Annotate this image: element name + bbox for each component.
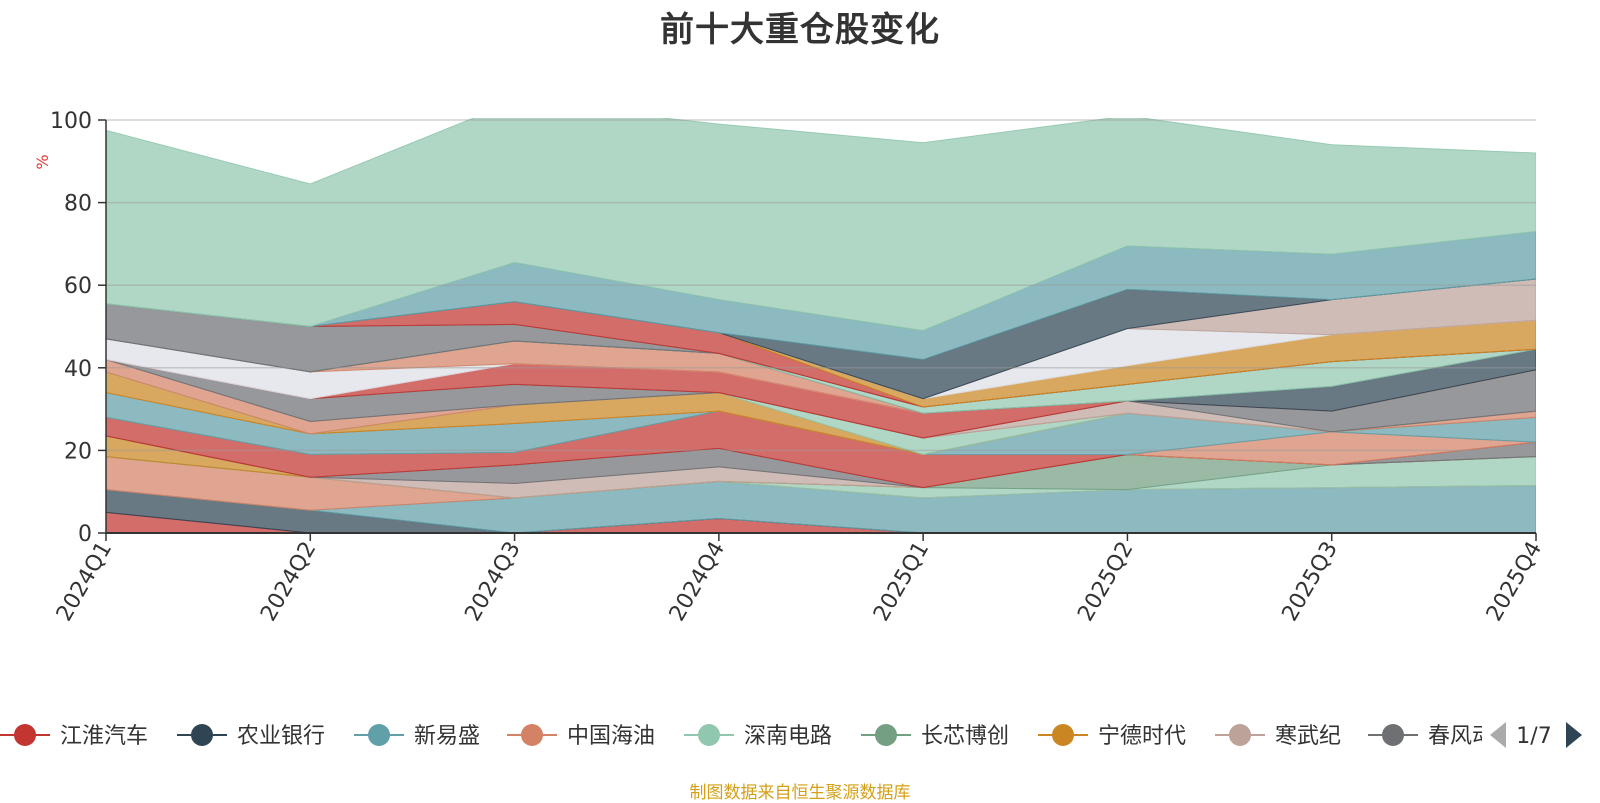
legend-label: 深南电路	[744, 724, 832, 749]
area-layers	[106, 118, 1536, 532]
x-tick-label: 2025Q3	[1278, 538, 1343, 626]
source-note: 制图数据来自恒生聚源数据库	[689, 783, 911, 803]
legend-marker	[1382, 724, 1404, 746]
y-tick-label: 40	[64, 357, 92, 382]
legend-marker	[14, 724, 36, 746]
chart-title: 前十大重仓股变化	[660, 10, 940, 50]
legend-item-深南电路[interactable]: 深南电路	[684, 724, 832, 749]
y-tick-label: 0	[78, 522, 92, 547]
legend-item-春风动力[interactable]: 春风动力	[1368, 724, 1516, 749]
x-tick-label: 2024Q1	[52, 538, 117, 626]
legend-item-宁德时代[interactable]: 宁德时代	[1038, 724, 1186, 749]
y-axis-label: %	[33, 154, 52, 169]
legend-item-新易盛[interactable]: 新易盛	[354, 724, 480, 749]
legend-marker	[1052, 724, 1074, 746]
legend-page-indicator: 1/7	[1516, 724, 1551, 749]
legend-item-中国海油[interactable]: 中国海油	[507, 724, 655, 749]
y-tick-label: 60	[64, 274, 92, 299]
legend-item-江淮汽车[interactable]: 江淮汽车	[0, 724, 148, 749]
legend-label: 中国海油	[567, 724, 655, 749]
legend-label: 新易盛	[414, 724, 480, 749]
x-tick-label: 2025Q4	[1482, 538, 1547, 626]
x-tick-label: 2024Q3	[460, 538, 525, 626]
legend-marker	[698, 724, 720, 746]
legend-prev-icon[interactable]	[1490, 722, 1506, 748]
legend-marker	[191, 724, 213, 746]
legend-marker	[521, 724, 543, 746]
legend-label: 农业银行	[237, 724, 325, 749]
legend-marker	[368, 724, 390, 746]
x-tick-label: 2024Q2	[256, 538, 321, 626]
legend-label: 宁德时代	[1098, 724, 1186, 749]
legend-marker	[875, 724, 897, 746]
legend: 江淮汽车 农业银行 新易盛 中国海油 深南电路 长芯博创 宁德时代 寒武纪 春风动力	[0, 724, 1516, 749]
grid-lines	[106, 119, 1536, 452]
x-tick-label: 2024Q4	[665, 538, 730, 626]
y-tick-label: 80	[64, 192, 92, 217]
x-tick-label: 2025Q2	[1073, 538, 1138, 626]
x-tick-label: 2025Q1	[869, 538, 934, 626]
legend-next-icon[interactable]	[1566, 722, 1582, 748]
y-tick-label: 100	[50, 109, 92, 134]
legend-label: 江淮汽车	[60, 724, 148, 749]
legend-pager: 1/7	[1490, 722, 1582, 749]
area-layer-30	[106, 118, 1536, 332]
legend-label: 春风动力	[1428, 724, 1516, 749]
legend-label: 长芯博创	[921, 724, 1009, 749]
legend-item-农业银行[interactable]: 农业银行	[177, 724, 325, 749]
legend-marker	[1229, 724, 1251, 746]
legend-item-寒武纪[interactable]: 寒武纪	[1215, 724, 1341, 749]
legend-item-长芯博创[interactable]: 长芯博创	[861, 724, 1009, 749]
legend-label: 寒武纪	[1275, 724, 1341, 749]
y-tick-label: 20	[64, 439, 92, 464]
